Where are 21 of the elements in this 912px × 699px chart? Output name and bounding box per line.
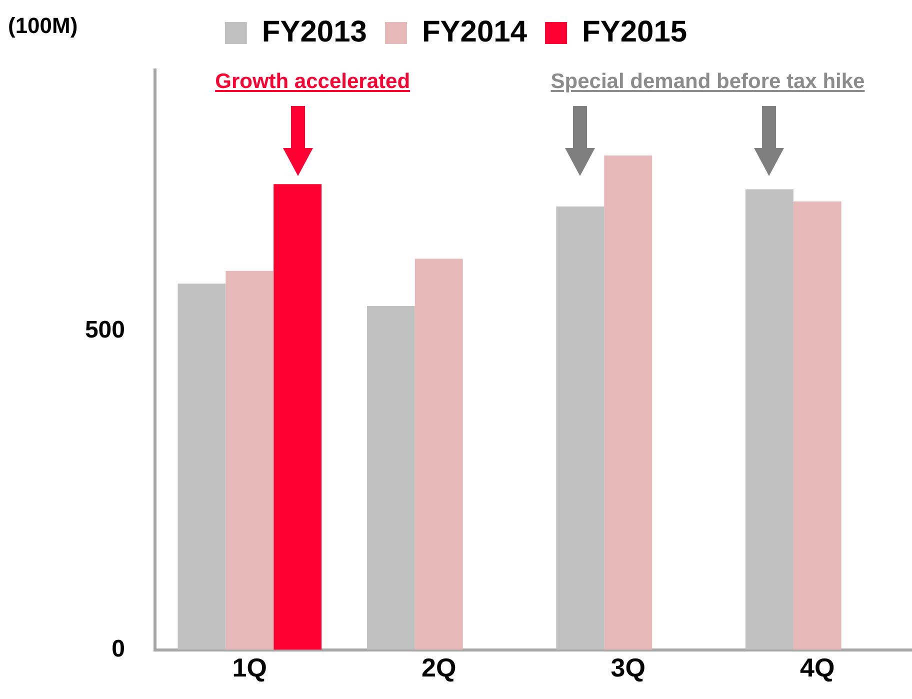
bar bbox=[274, 184, 322, 650]
annotation: Special demand before tax hike bbox=[550, 70, 865, 94]
y-axis-title: (100M) bbox=[8, 13, 78, 38]
annotation: Growth accelerated bbox=[215, 70, 410, 94]
bar bbox=[745, 189, 794, 650]
y-tick-label: 500 bbox=[84, 316, 125, 344]
x-tick-label: 3Q bbox=[610, 652, 646, 683]
bar bbox=[178, 284, 226, 650]
bar bbox=[226, 270, 274, 650]
legend-label: FY2013 bbox=[262, 15, 367, 48]
bar bbox=[604, 155, 652, 650]
y-tick-label: 0 bbox=[112, 635, 125, 662]
bar bbox=[414, 258, 463, 650]
x-tick-label: 4Q bbox=[800, 652, 835, 683]
x-tick-label: 2Q bbox=[422, 652, 456, 683]
bar bbox=[556, 206, 604, 650]
legend-label: FY2015 bbox=[582, 15, 688, 48]
legend-label: FY2014 bbox=[422, 15, 528, 48]
bar bbox=[366, 306, 415, 650]
bar bbox=[793, 201, 842, 650]
x-tick-label: 1Q bbox=[232, 652, 267, 683]
